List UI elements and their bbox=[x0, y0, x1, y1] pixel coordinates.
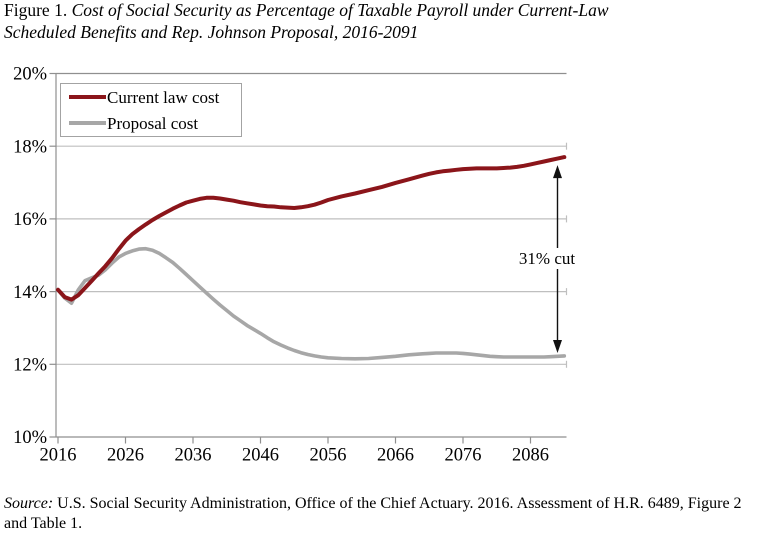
x-tick-label-2076: 2076 bbox=[445, 446, 482, 466]
x-tick-label-2056: 2056 bbox=[310, 446, 347, 466]
legend-label-current-law: Current law cost bbox=[107, 87, 220, 107]
legend-line-swatch-proposal bbox=[69, 121, 106, 125]
current-law-cost-line bbox=[56, 155, 567, 302]
y-tick-label-14: 14% bbox=[13, 283, 47, 303]
x-tick-label-2036: 2036 bbox=[175, 446, 212, 466]
y-tick-label-16: 16% bbox=[13, 210, 47, 230]
proposal-cost-line bbox=[56, 246, 567, 361]
figure-number-label: Figure 1. bbox=[4, 0, 72, 20]
x-tick-label-2046: 2046 bbox=[242, 446, 279, 466]
x-tick-label-2016: 2016 bbox=[40, 446, 77, 466]
y-tick-label-18: 18% bbox=[13, 137, 47, 157]
x-tick-label-2066: 2066 bbox=[377, 446, 414, 466]
x-tick-label-2086: 2086 bbox=[512, 446, 549, 466]
figure-title-italic-line1: Cost of Social Security as Percentage of… bbox=[71, 0, 609, 20]
legend-line-swatch-current-law bbox=[69, 95, 106, 99]
source-text-line1: U.S. Social Security Administration, Off… bbox=[53, 495, 742, 512]
cut-arrow-head-down bbox=[553, 340, 562, 354]
cut-arrow-head-up bbox=[553, 165, 562, 179]
figure-title-italic-line2: Scheduled Benefits and Rep. Johnson Prop… bbox=[4, 21, 419, 42]
legend-label-proposal: Proposal cost bbox=[107, 113, 199, 133]
cut-annotation-label: 31% cut bbox=[512, 248, 582, 269]
y-tick-label-20: 20% bbox=[13, 65, 47, 85]
figure-title-line2: Scheduled Benefits and Rep. Johnson Prop… bbox=[4, 22, 714, 44]
legend: Current law cost Proposal cost bbox=[60, 83, 242, 137]
source-label: Source: bbox=[4, 495, 54, 512]
y-tick-label-12: 12% bbox=[13, 356, 47, 376]
legend-item-proposal: Proposal cost bbox=[69, 110, 241, 136]
figure-title-line1: Figure 1. Cost of Social Security as Per… bbox=[4, 0, 714, 22]
source-note: Source: U.S. Social Security Administrat… bbox=[4, 494, 764, 533]
y-tick-label-10: 10% bbox=[13, 428, 47, 448]
x-tick-label-2026: 2026 bbox=[107, 446, 144, 466]
source-line1: Source: U.S. Social Security Administrat… bbox=[4, 494, 764, 514]
source-line2: and Table 1. bbox=[4, 514, 83, 532]
figure-title: Figure 1. Cost of Social Security as Per… bbox=[4, 0, 714, 43]
legend-item-current-law: Current law cost bbox=[69, 84, 241, 110]
